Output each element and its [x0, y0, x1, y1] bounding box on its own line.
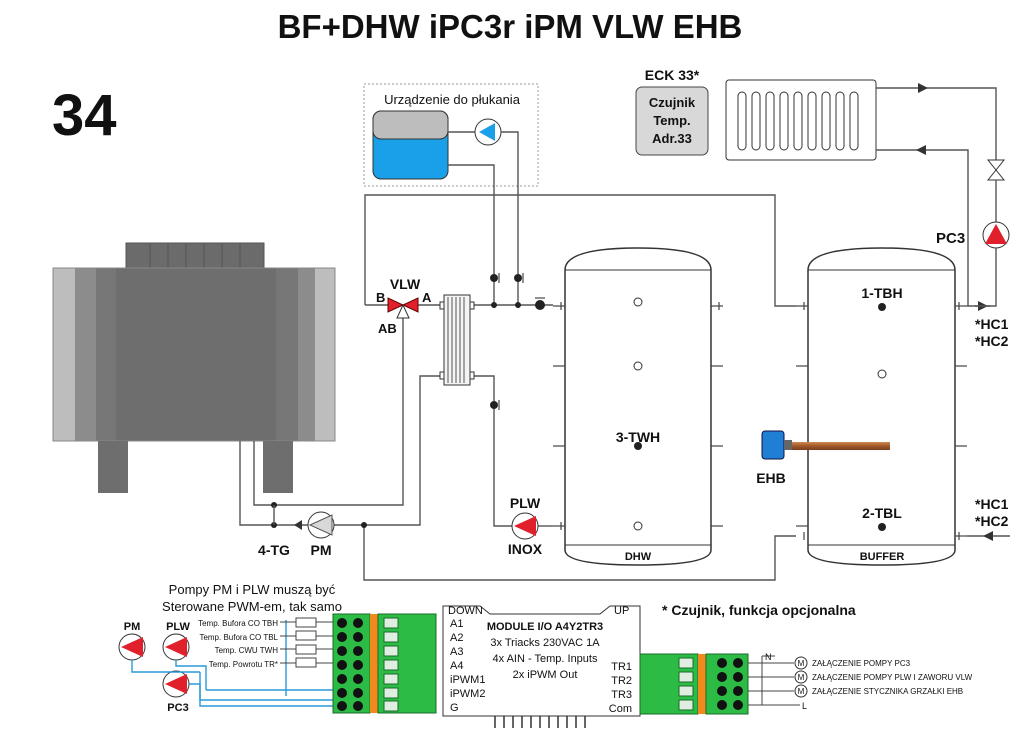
flushing-device-label: Urządzenie do płukania	[384, 92, 521, 107]
boiler-unit	[52, 242, 336, 493]
io-module: DOWN UP MODULE I/O A4Y2TR3 3x Triacks 23…	[442, 605, 641, 728]
motor-m-label: M	[798, 687, 805, 696]
ehb-label: EHB	[756, 470, 786, 486]
eck-line: Czujnik	[649, 95, 696, 110]
tbl-label: 2-TBL	[862, 505, 902, 521]
output-label: ZAŁĄCZENIE STYCZNIKA GRZAŁKI EHB	[812, 687, 963, 696]
pc3-label: PC3	[936, 230, 965, 247]
small-pumps: PM PLW PC3	[118, 621, 191, 714]
diagram-number: 34	[52, 83, 117, 148]
pwm-note-line: Sterowane PWM-em, tak samo	[162, 599, 342, 614]
valve-ab-label: AB	[378, 321, 397, 336]
vlw-valve: VLW B A AB	[376, 276, 432, 336]
sensor-note: * Czujnik, funkcja opcjonalna	[662, 602, 856, 618]
eck-title: ECK 33*	[645, 67, 700, 83]
small-pump-label: PLW	[166, 621, 190, 633]
module-left-pin: A4	[450, 660, 463, 672]
module-right-pin: TR2	[611, 675, 632, 687]
vlw-label: VLW	[390, 276, 421, 292]
ehb-heater: EHB	[756, 430, 890, 486]
sensor-input-label: Temp. Bufora CO TBL	[199, 633, 278, 642]
buffer-tank: 1-TBH 2-TBL BUFFER	[807, 247, 956, 566]
eck-line: Adr.33	[652, 131, 692, 146]
terminal-block-right	[639, 653, 749, 715]
line-label: L	[802, 701, 807, 711]
output-label: ZAŁĄCZENIE POMPY PLW I ZAWORU VLW	[812, 673, 973, 682]
terminal-block-left	[332, 613, 437, 714]
page-title: BF+DHW iPC3r iPM VLW EHB	[278, 8, 743, 45]
module-name: MODULE I/O A4Y2TR3	[487, 621, 603, 633]
module-left-pin: A3	[450, 646, 463, 658]
hc2-bottom-label: *HC2	[975, 513, 1009, 529]
module-spec: 4x AIN - Temp. Inputs	[493, 653, 598, 665]
radiator	[725, 79, 877, 161]
hc1-bottom-label: *HC1	[975, 496, 1009, 512]
valve-b-label: B	[376, 290, 385, 305]
dhw-tank-label: DHW	[625, 551, 652, 563]
flushing-device: Urządzenie do płukania	[363, 83, 539, 187]
plw-label: PLW	[510, 495, 541, 511]
hc1-top-label: *HC1	[975, 316, 1009, 332]
sensor-input-label: Temp. CWU TWH	[215, 646, 279, 655]
sensor-inputs: Temp. Bufora CO TBH Temp. Bufora CO TBL …	[198, 617, 333, 669]
buffer-tank-label: BUFFER	[860, 551, 905, 563]
output-motors: M M M	[794, 656, 808, 698]
tbh-label: 1-TBH	[861, 285, 902, 301]
dhw-tank: 3-TWH DHW	[564, 247, 712, 566]
valve-a-label: A	[422, 290, 432, 305]
module-left-pin: A2	[450, 632, 463, 644]
module-right-pin: TR1	[611, 661, 632, 673]
sensor-input-label: Temp. Powrotu TR*	[209, 660, 278, 669]
small-pump-label: PM	[124, 621, 141, 633]
pwm-note-line: Pompy PM i PLW muszą być	[169, 582, 336, 597]
small-pump-label: PC3	[167, 702, 188, 714]
module-spec: 3x Triacks 230VAC 1A	[490, 637, 600, 649]
module-left-pin: G	[450, 702, 459, 714]
module-left-pin: A1	[450, 618, 463, 630]
inox-label: INOX	[508, 541, 543, 557]
module-left-pin: iPWM2	[450, 688, 485, 700]
module-left-pin: iPWM1	[450, 674, 485, 686]
twh-label: 3-TWH	[616, 429, 660, 445]
module-down-label: DOWN	[448, 605, 483, 617]
module-right-pin: TR3	[611, 689, 632, 701]
pm-label: PM	[311, 542, 332, 558]
eck-line: Temp.	[653, 113, 690, 128]
hc2-top-label: *HC2	[975, 333, 1009, 349]
neutral-label: N	[765, 652, 772, 662]
plate-heat-exchanger	[439, 294, 475, 386]
tg-label: 4-TG	[258, 542, 290, 558]
module-up-label: UP	[614, 605, 629, 617]
motor-m-label: M	[798, 673, 805, 682]
motor-m-label: M	[798, 659, 805, 668]
module-spec: 2x iPWM Out	[513, 669, 578, 681]
eck-sensor: ECK 33* Czujnik Temp. Adr.33	[635, 67, 709, 156]
module-right-pin: Com	[609, 703, 632, 715]
output-label: ZAŁĄCZENIE POMPY PC3	[812, 659, 911, 668]
sensor-input-label: Temp. Bufora CO TBH	[198, 619, 278, 628]
